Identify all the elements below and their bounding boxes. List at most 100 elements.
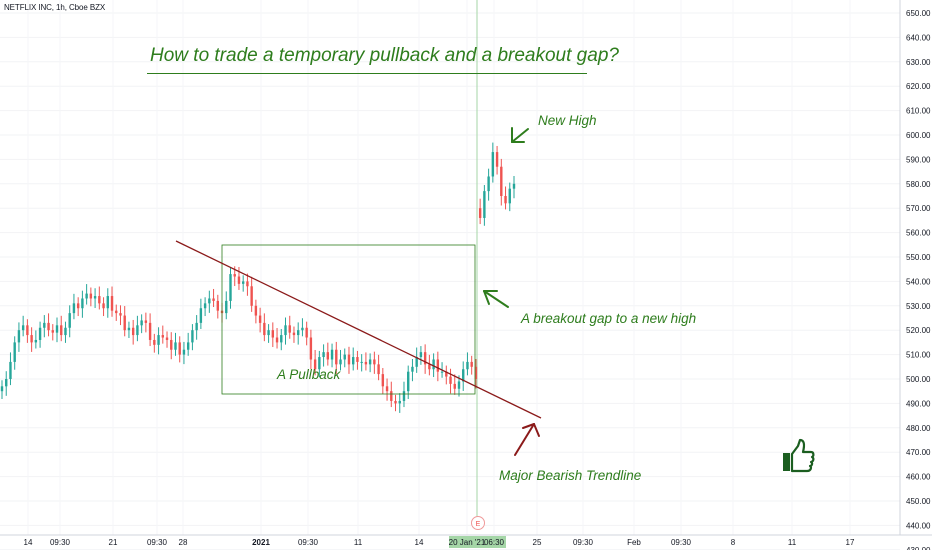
candle-body <box>229 274 232 301</box>
candle-body <box>487 176 490 192</box>
y-tick-label: 580.00 <box>906 180 931 189</box>
y-tick-label: 480.00 <box>906 424 931 433</box>
chart-title: How to trade a temporary pullback and a … <box>150 45 619 66</box>
x-tick-label: 2021 <box>252 538 270 547</box>
candle-body <box>483 191 486 218</box>
y-tick-label: 440.00 <box>906 521 931 530</box>
candle-body <box>148 322 152 340</box>
candle-body <box>288 325 291 333</box>
candle-body <box>263 322 266 336</box>
candle-body <box>478 208 482 218</box>
candle-body <box>237 276 241 284</box>
candle-body <box>305 327 308 338</box>
event-marker[interactable]: E <box>471 516 485 530</box>
candle-body <box>140 320 143 326</box>
price-axis[interactable]: 650.00 640.00 630.00 620.00 610.00 600.00 590.… <box>906 9 931 550</box>
candle-body <box>373 359 376 365</box>
symbol-label[interactable]: NETFLIX INC, 1h, Cboe BZX <box>4 3 106 12</box>
candle-body <box>246 281 249 287</box>
candle-body <box>170 339 173 350</box>
candle-body <box>356 357 359 362</box>
candle-body <box>419 352 423 358</box>
candle-body <box>9 361 12 379</box>
new-high-arrow-icon <box>511 127 529 143</box>
candle-body <box>296 330 300 336</box>
candle-body <box>267 330 270 336</box>
candle-body <box>292 332 296 336</box>
y-tick-label: 500.00 <box>906 375 931 384</box>
candle-body <box>322 352 325 358</box>
y-tick-label: 640.00 <box>906 33 931 42</box>
candle-body <box>195 322 198 331</box>
candle-body <box>5 379 8 387</box>
candle-body <box>504 196 507 204</box>
y-tick-label: 430.00 <box>906 546 931 550</box>
candle-body <box>81 298 84 309</box>
candle-body <box>271 330 275 338</box>
bearish-trendline[interactable] <box>175 240 542 419</box>
candle-body <box>423 352 427 365</box>
title-underline <box>147 73 587 74</box>
candle-body <box>495 152 499 167</box>
candle-body <box>364 361 368 365</box>
candle-body <box>440 371 444 373</box>
chart-grid <box>0 12 900 550</box>
candle-body <box>335 349 338 365</box>
y-tick-label: 570.00 <box>906 204 931 213</box>
annotation-new-high: New High <box>538 113 597 128</box>
y-tick-label: 460.00 <box>906 473 931 482</box>
candle-body <box>462 369 465 382</box>
candle-body <box>76 303 80 309</box>
candle-body <box>390 391 393 401</box>
x-tick-label: 09:30 <box>50 538 71 547</box>
candle-body <box>313 359 317 370</box>
candle-body <box>368 359 372 365</box>
x-tick-label: 09:30 <box>671 538 692 547</box>
candle-body <box>330 349 334 360</box>
x-tick-label: 09:30 <box>147 538 168 547</box>
candle-body <box>102 303 105 309</box>
candle-body <box>284 325 287 336</box>
candle-body <box>500 166 503 196</box>
candle-body <box>64 327 67 336</box>
candle-body <box>47 322 50 331</box>
x-tick-label: 14 <box>24 538 33 547</box>
candle-body <box>347 354 351 365</box>
candle-body <box>407 371 410 392</box>
candle-body <box>212 298 215 301</box>
candle-body <box>225 300 228 314</box>
candle-body <box>34 339 38 343</box>
candle-body <box>339 359 342 365</box>
candle-body <box>68 313 71 328</box>
x-tick-label: 09:30 <box>298 538 319 547</box>
candle-body <box>233 274 236 277</box>
candle-body <box>280 335 283 343</box>
y-tick-label: 650.00 <box>906 9 931 18</box>
candle-body <box>55 325 59 333</box>
candle-body <box>436 359 440 372</box>
y-tick-label: 610.00 <box>906 107 931 116</box>
candle-body <box>174 342 177 350</box>
candle-body <box>144 320 148 323</box>
x-tick-label: 11 <box>354 538 363 547</box>
y-tick-label: 630.00 <box>906 58 931 67</box>
candle-body <box>203 303 207 309</box>
candle-body <box>85 293 88 299</box>
time-axis[interactable]: 14 09:30 21 09:30 28 2021 09:30 11 14 20 Jan '210… <box>24 538 855 547</box>
y-tick-label: 530.00 <box>906 302 931 311</box>
candle-body <box>377 364 380 375</box>
candle-body <box>26 325 29 336</box>
y-tick-label: 450.00 <box>906 497 931 506</box>
x-tick-label: 09:30 <box>573 538 594 547</box>
breakout-arrow-icon <box>483 290 509 308</box>
candle-body <box>428 364 431 370</box>
candle-body <box>51 330 54 333</box>
event-marker-label: E <box>476 521 481 528</box>
candle-body <box>216 300 220 311</box>
candle-body <box>93 296 97 299</box>
candle-body <box>457 381 461 389</box>
y-tick-label: 470.00 <box>906 448 931 457</box>
candle-body <box>491 152 495 177</box>
x-tick-label: 25 <box>533 538 542 547</box>
